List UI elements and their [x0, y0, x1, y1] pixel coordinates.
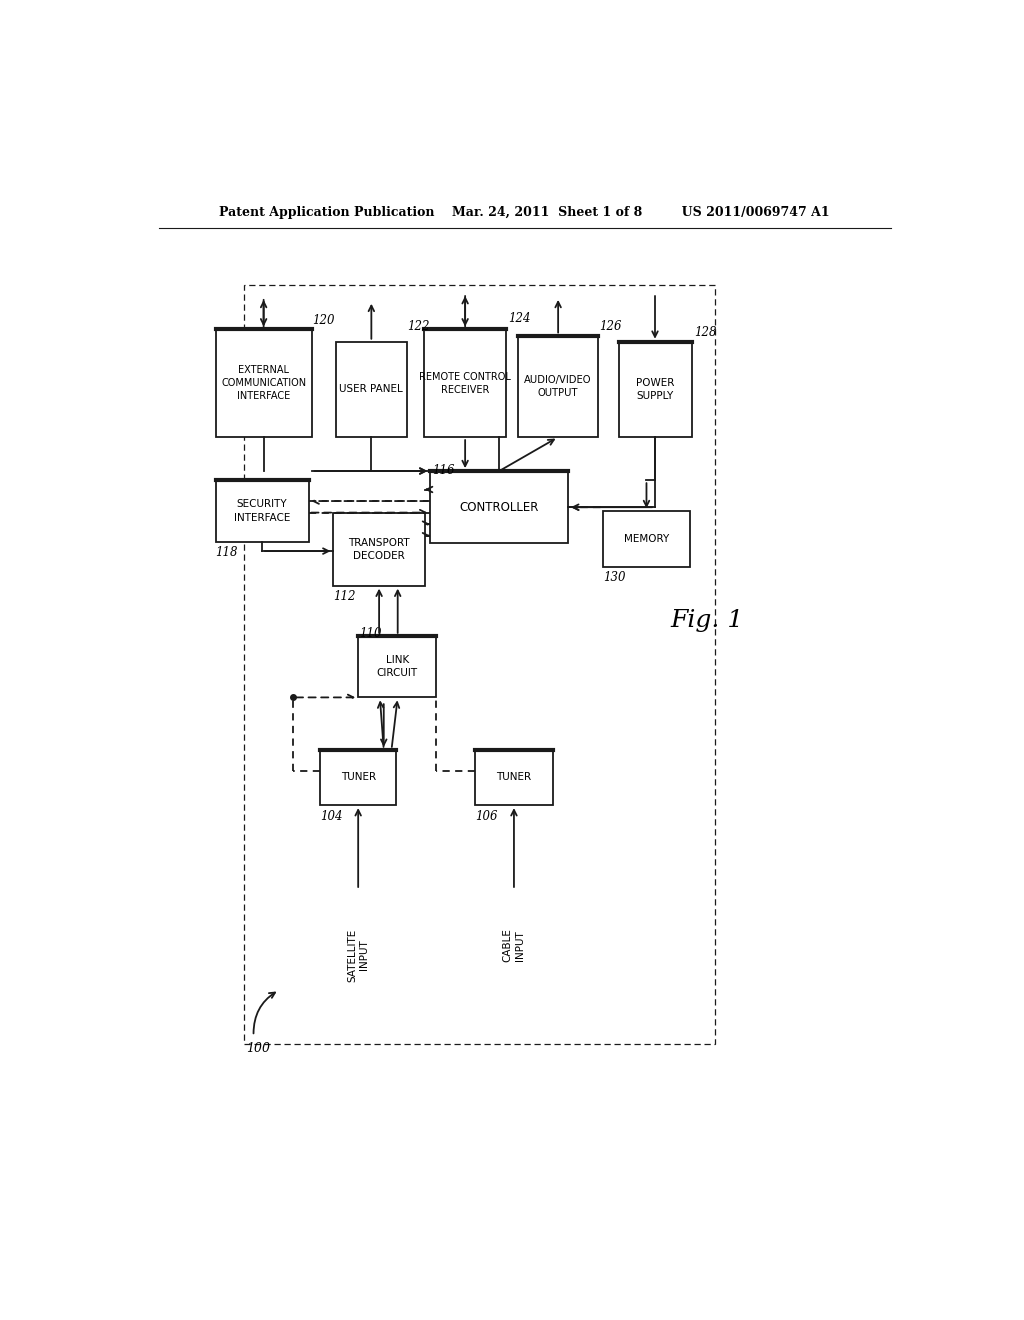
- Bar: [475, 750, 553, 805]
- Bar: [603, 511, 690, 566]
- Text: TRANSPORT
DECODER: TRANSPORT DECODER: [348, 537, 410, 561]
- Text: CABLE
INPUT: CABLE INPUT: [503, 928, 525, 962]
- Text: Patent Application Publication    Mar. 24, 2011  Sheet 1 of 8         US 2011/00: Patent Application Publication Mar. 24, …: [219, 206, 830, 219]
- Text: 100: 100: [246, 1043, 269, 1056]
- Text: SATELLITE
INPUT: SATELLITE INPUT: [347, 928, 370, 982]
- Text: 128: 128: [693, 326, 716, 339]
- Text: 124: 124: [508, 313, 530, 326]
- Bar: [430, 471, 568, 544]
- Text: 116: 116: [432, 465, 455, 477]
- Text: USER PANEL: USER PANEL: [340, 384, 403, 395]
- Text: EXTERNAL
COMMUNICATION
INTERFACE: EXTERNAL COMMUNICATION INTERFACE: [221, 366, 306, 401]
- Text: POWER
SUPPLY: POWER SUPPLY: [636, 378, 675, 401]
- Bar: [321, 750, 396, 805]
- Bar: [216, 480, 308, 543]
- Bar: [424, 330, 506, 437]
- Bar: [358, 636, 436, 697]
- Text: 110: 110: [359, 627, 382, 640]
- Bar: [518, 335, 598, 437]
- Text: SECURITY
INTERFACE: SECURITY INTERFACE: [233, 499, 290, 523]
- Text: LINK
CIRCUIT: LINK CIRCUIT: [377, 655, 418, 678]
- Bar: [336, 342, 407, 437]
- Text: CONTROLLER: CONTROLLER: [460, 500, 539, 513]
- Bar: [618, 342, 692, 437]
- Text: 130: 130: [603, 572, 626, 585]
- Text: 104: 104: [321, 810, 343, 822]
- Bar: [216, 330, 311, 437]
- Text: TUNER: TUNER: [497, 772, 531, 783]
- Text: AUDIO/VIDEO
OUTPUT: AUDIO/VIDEO OUTPUT: [524, 375, 592, 397]
- Text: 106: 106: [475, 810, 498, 822]
- Bar: [334, 512, 425, 586]
- Text: 120: 120: [312, 314, 335, 327]
- Text: 118: 118: [216, 546, 238, 560]
- Bar: [245, 285, 716, 1044]
- Text: 112: 112: [334, 590, 356, 603]
- Text: TUNER: TUNER: [341, 772, 376, 783]
- Text: REMOTE CONTROL
RECEIVER: REMOTE CONTROL RECEIVER: [419, 372, 511, 395]
- Text: Fig. 1: Fig. 1: [671, 609, 743, 632]
- Text: 122: 122: [407, 321, 429, 333]
- Text: 126: 126: [599, 321, 622, 333]
- Text: MEMORY: MEMORY: [624, 533, 669, 544]
